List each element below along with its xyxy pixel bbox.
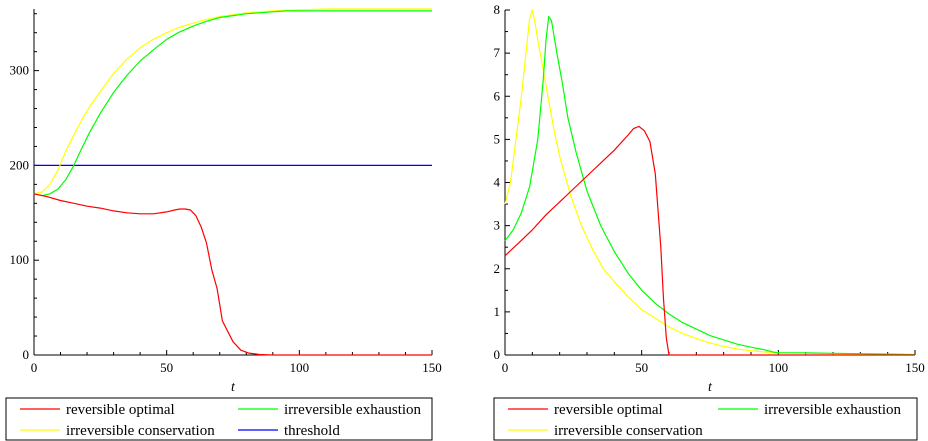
legend-label-irreversible-exhaustion: irreversible exhaustion — [284, 402, 422, 418]
y-tick-label: 5 — [494, 131, 501, 146]
series-irreversible-conservation-line — [33, 8, 432, 195]
legend-label-irreversible-exhaustion: irreversible exhaustion — [764, 402, 902, 418]
legend-label-irreversible-conservation: irreversible conservation — [66, 423, 215, 439]
x-tick-label: 50 — [635, 360, 648, 375]
y-tick-label: 8 — [494, 2, 501, 17]
y-tick-label: 0 — [23, 347, 30, 362]
x-axis-label: t — [708, 380, 713, 395]
x-tick-label: 50 — [160, 360, 173, 375]
x-tick-label: 150 — [422, 360, 442, 375]
legend-label-reversible-optimal: reversible optimal — [66, 402, 175, 418]
legend-label-threshold: threshold — [284, 423, 340, 439]
series-irreversible-exhaustion-line — [504, 15, 916, 356]
x-axis-label: t — [231, 380, 236, 395]
y-tick-label: 200 — [10, 157, 30, 172]
series-reversible-optimal-line — [504, 125, 915, 356]
legend-label-reversible-optimal: reversible optimal — [554, 402, 663, 418]
legend-box — [493, 397, 918, 441]
x-tick-label: 0 — [31, 360, 38, 375]
y-tick-label: 2 — [494, 261, 501, 276]
x-tick-label: 0 — [502, 360, 509, 375]
series-irreversible-conservation-line — [504, 9, 915, 356]
right-chart: 0 50 100 150 0 1 2 3 4 5 6 7 8 t reversible optimal irr… — [493, 2, 925, 441]
y-tick-label: 7 — [494, 45, 501, 60]
y-tick-label: 6 — [494, 88, 501, 103]
x-tick-label: 150 — [905, 360, 925, 375]
y-tick-label: 1 — [494, 304, 501, 319]
y-tick-label: 3 — [494, 218, 501, 233]
x-tick-label: 100 — [769, 360, 789, 375]
left-chart: 0 50 100 150 0 100 200 300 t reversible optimal ir… — [5, 8, 442, 441]
legend-box — [5, 397, 433, 441]
series-irreversible-exhaustion-line — [33, 10, 432, 197]
x-tick-label: 100 — [290, 360, 310, 375]
y-tick-label: 100 — [10, 252, 30, 267]
legend-label-irreversible-conservation: irreversible conservation — [554, 423, 703, 439]
y-tick-label: 300 — [10, 63, 30, 78]
y-tick-label: 0 — [494, 347, 501, 362]
y-tick-label: 4 — [494, 175, 501, 190]
series-reversible-optimal-line — [33, 193, 432, 356]
